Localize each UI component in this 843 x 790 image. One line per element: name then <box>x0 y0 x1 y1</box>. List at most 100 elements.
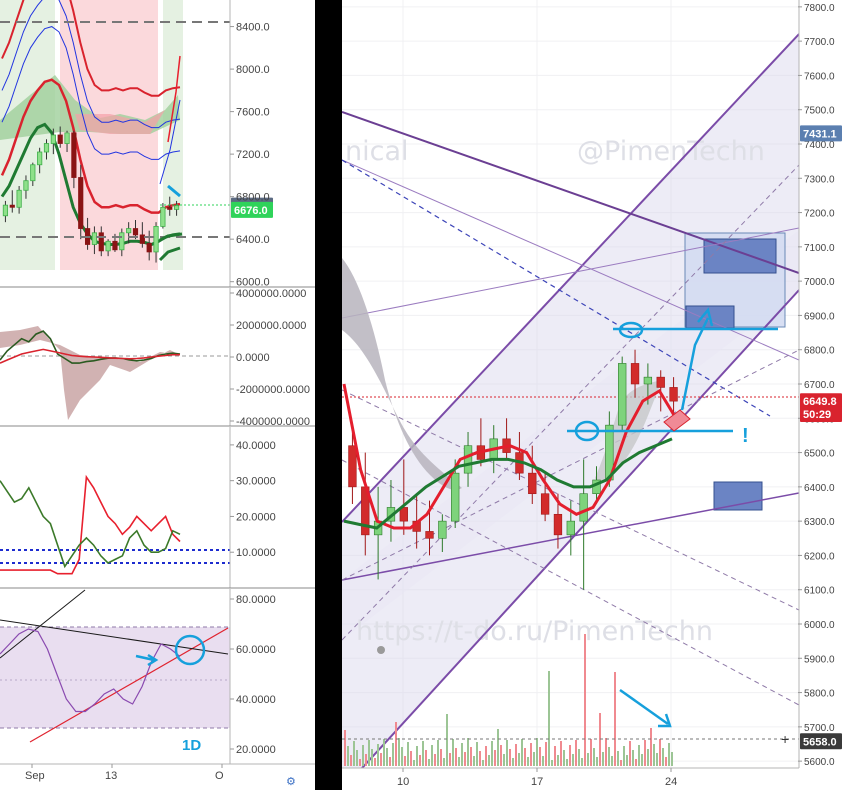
volume-bar <box>365 754 367 766</box>
volume-bar <box>527 757 529 766</box>
settings-icon[interactable]: ⚙ <box>286 776 296 788</box>
daily-candle <box>91 226 98 255</box>
hourly-price-tick-label: 6900.0 <box>804 311 835 322</box>
accumulation-tick-label: -4000000.0000 <box>236 416 310 428</box>
volume-bar <box>452 739 454 766</box>
daily-series-line <box>0 78 181 214</box>
hourly-price-badge-bg <box>800 733 842 750</box>
hourly-candle <box>451 459 460 528</box>
oscillator-tick-label: 60.0000 <box>236 644 276 656</box>
volume-bar <box>518 753 520 766</box>
volume-bar <box>596 757 598 766</box>
volume-bar <box>374 758 376 766</box>
volume-bar <box>422 741 424 766</box>
volume-bar <box>455 748 457 766</box>
exclamation-mark: ! <box>742 425 749 447</box>
daily-candle <box>43 139 50 160</box>
directional-axis <box>229 427 315 588</box>
daily-candle <box>98 226 104 257</box>
accumulation-series-line <box>0 330 181 364</box>
daily-price-tick-label: 7200.0 <box>236 149 270 161</box>
daily-candle <box>126 222 132 244</box>
volume-bar <box>578 749 580 766</box>
volume-bar <box>635 759 637 766</box>
volume-bar <box>389 757 391 766</box>
volume-bar <box>647 749 649 766</box>
volume-bar <box>593 748 595 766</box>
daily-candle <box>16 186 22 214</box>
hourly-price-tick-label: 7100.0 <box>804 243 835 254</box>
hourly-price-tick-label: 6500.0 <box>804 449 835 460</box>
volume-bar <box>356 750 358 766</box>
hourly-price-tick-label: 7000.0 <box>804 277 835 288</box>
volume-bar <box>380 753 382 766</box>
volume-bar <box>368 740 370 766</box>
volume-bar <box>359 759 361 766</box>
daily-candle <box>132 220 139 240</box>
volume-bar <box>662 748 664 766</box>
volume-bar <box>479 751 481 766</box>
volume-bar <box>395 722 397 766</box>
crosshair-plus-icon[interactable]: + <box>781 731 789 747</box>
volume-bar <box>485 746 487 766</box>
daily-candle <box>57 126 63 148</box>
volume-bar <box>416 746 418 766</box>
directional-panel <box>0 427 230 588</box>
daily-candle <box>2 200 9 223</box>
volume-bar <box>539 747 541 766</box>
volume-bar <box>491 741 493 766</box>
hourly-candle <box>399 459 408 535</box>
watermark-handle: @PimenTechn <box>577 136 765 167</box>
volume-bar <box>392 743 394 766</box>
daily-band-upper <box>1 26 181 160</box>
hourly-price-tick-label: 5900.0 <box>804 654 835 665</box>
daily-candle <box>146 230 152 261</box>
volume-bar <box>560 741 562 766</box>
volume-bar <box>431 745 433 766</box>
volume-bar <box>413 760 415 766</box>
volume-bar <box>443 758 445 766</box>
daily-candle <box>139 222 145 248</box>
hourly-candle <box>579 459 588 590</box>
volume-bar <box>428 759 430 766</box>
hourly-price-tick-label: 5700.0 <box>804 723 835 734</box>
volume-bar <box>605 738 607 766</box>
accumulation-tick-label: 4000000.0000 <box>236 288 306 300</box>
hourly-candle <box>630 349 640 398</box>
hourly-price-tick-label: 6000.0 <box>804 620 835 631</box>
volume-bar <box>632 750 634 766</box>
hourly-series-line <box>342 383 678 530</box>
accumulation-tick-label: -2000000.0000 <box>236 384 310 396</box>
daily-price-tick-label: 6800.0 <box>236 192 270 204</box>
volume-bar <box>362 745 364 766</box>
daily-candle <box>78 164 84 240</box>
daily-candle <box>71 130 77 189</box>
directional-tick-label: 20.0000 <box>236 511 276 523</box>
daily-time-axis: Sep 13 O ⚙ <box>0 763 315 790</box>
daily-price-axis <box>229 0 315 287</box>
hourly-candle <box>463 432 473 487</box>
volume-bar <box>542 756 544 766</box>
hourly-price-tick-label: 7200.0 <box>804 209 835 220</box>
volume-bar <box>482 760 484 766</box>
volume-bar <box>617 751 619 766</box>
volume-bar <box>557 755 559 766</box>
directional-series-line <box>0 474 181 575</box>
volume-bar <box>419 755 421 766</box>
hourly-price-tick-label: 6800.0 <box>804 346 835 357</box>
hourly-price-badge-bg <box>800 393 842 410</box>
volume-bar <box>461 743 463 766</box>
volume-bar <box>440 749 442 766</box>
volume-bar <box>512 758 514 766</box>
volume-bar <box>476 742 478 766</box>
daily-price-tick-label: 6000.0 <box>236 277 270 289</box>
volume-bar <box>488 755 490 766</box>
volume-bar <box>656 753 658 766</box>
hourly-price-tick-label: 6100.0 <box>804 586 835 597</box>
daily-candle <box>50 128 56 155</box>
volume-bar <box>344 730 346 766</box>
volume-bar <box>653 744 655 766</box>
daily-candle <box>64 130 70 153</box>
volume-bar <box>458 757 460 766</box>
volume-bar <box>407 742 409 766</box>
